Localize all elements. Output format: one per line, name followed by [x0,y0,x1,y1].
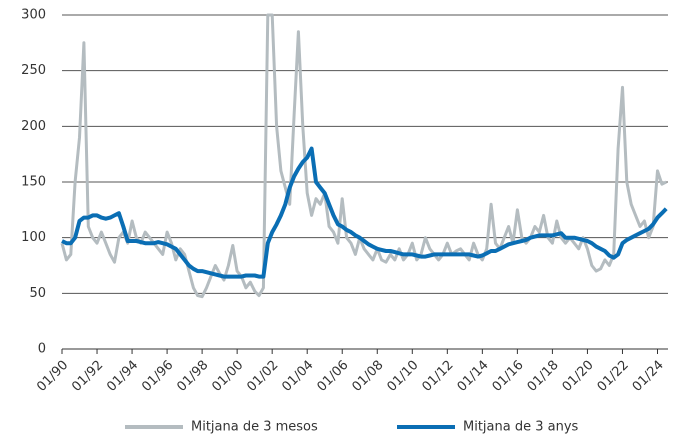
x-tick-label: 01/02 [244,358,281,395]
y-tick-label: 50 [29,286,46,301]
y-tick-label: 200 [21,119,46,134]
y-tick-label: 300 [21,8,46,23]
y-tick-label: 150 [21,175,46,190]
y-tick-label: 0 [38,342,46,357]
x-tick-label: 01/20 [560,358,597,395]
x-tick-label: 01/04 [279,358,316,395]
x-tick-label: 01/18 [525,358,562,395]
x-tick-label: 01/96 [139,358,176,395]
x-tick-label: 01/24 [630,358,667,395]
x-tick-label: 01/12 [420,358,457,395]
y-tick-label: 100 [21,230,46,245]
legend-label: Mitjana de 3 mesos [191,420,318,435]
series-line [61,146,668,279]
x-tick-label: 01/00 [209,358,246,395]
series-line [60,13,667,299]
x-tick-label: 01/22 [595,358,632,395]
x-tick-label: 01/08 [349,358,386,395]
x-tick-label: 01/90 [34,358,71,395]
x-tick-label: 01/94 [104,358,141,395]
x-tick-label: 01/06 [314,358,351,395]
x-tick-label: 01/92 [69,358,106,395]
x-tick-label: 01/14 [455,358,492,395]
x-tick-label: 01/10 [384,358,421,395]
x-tick-label: 01/98 [174,358,211,395]
legend-label: Mitjana de 3 anys [463,420,579,435]
y-tick-label: 250 [21,63,46,78]
x-tick-label: 01/16 [490,358,527,395]
